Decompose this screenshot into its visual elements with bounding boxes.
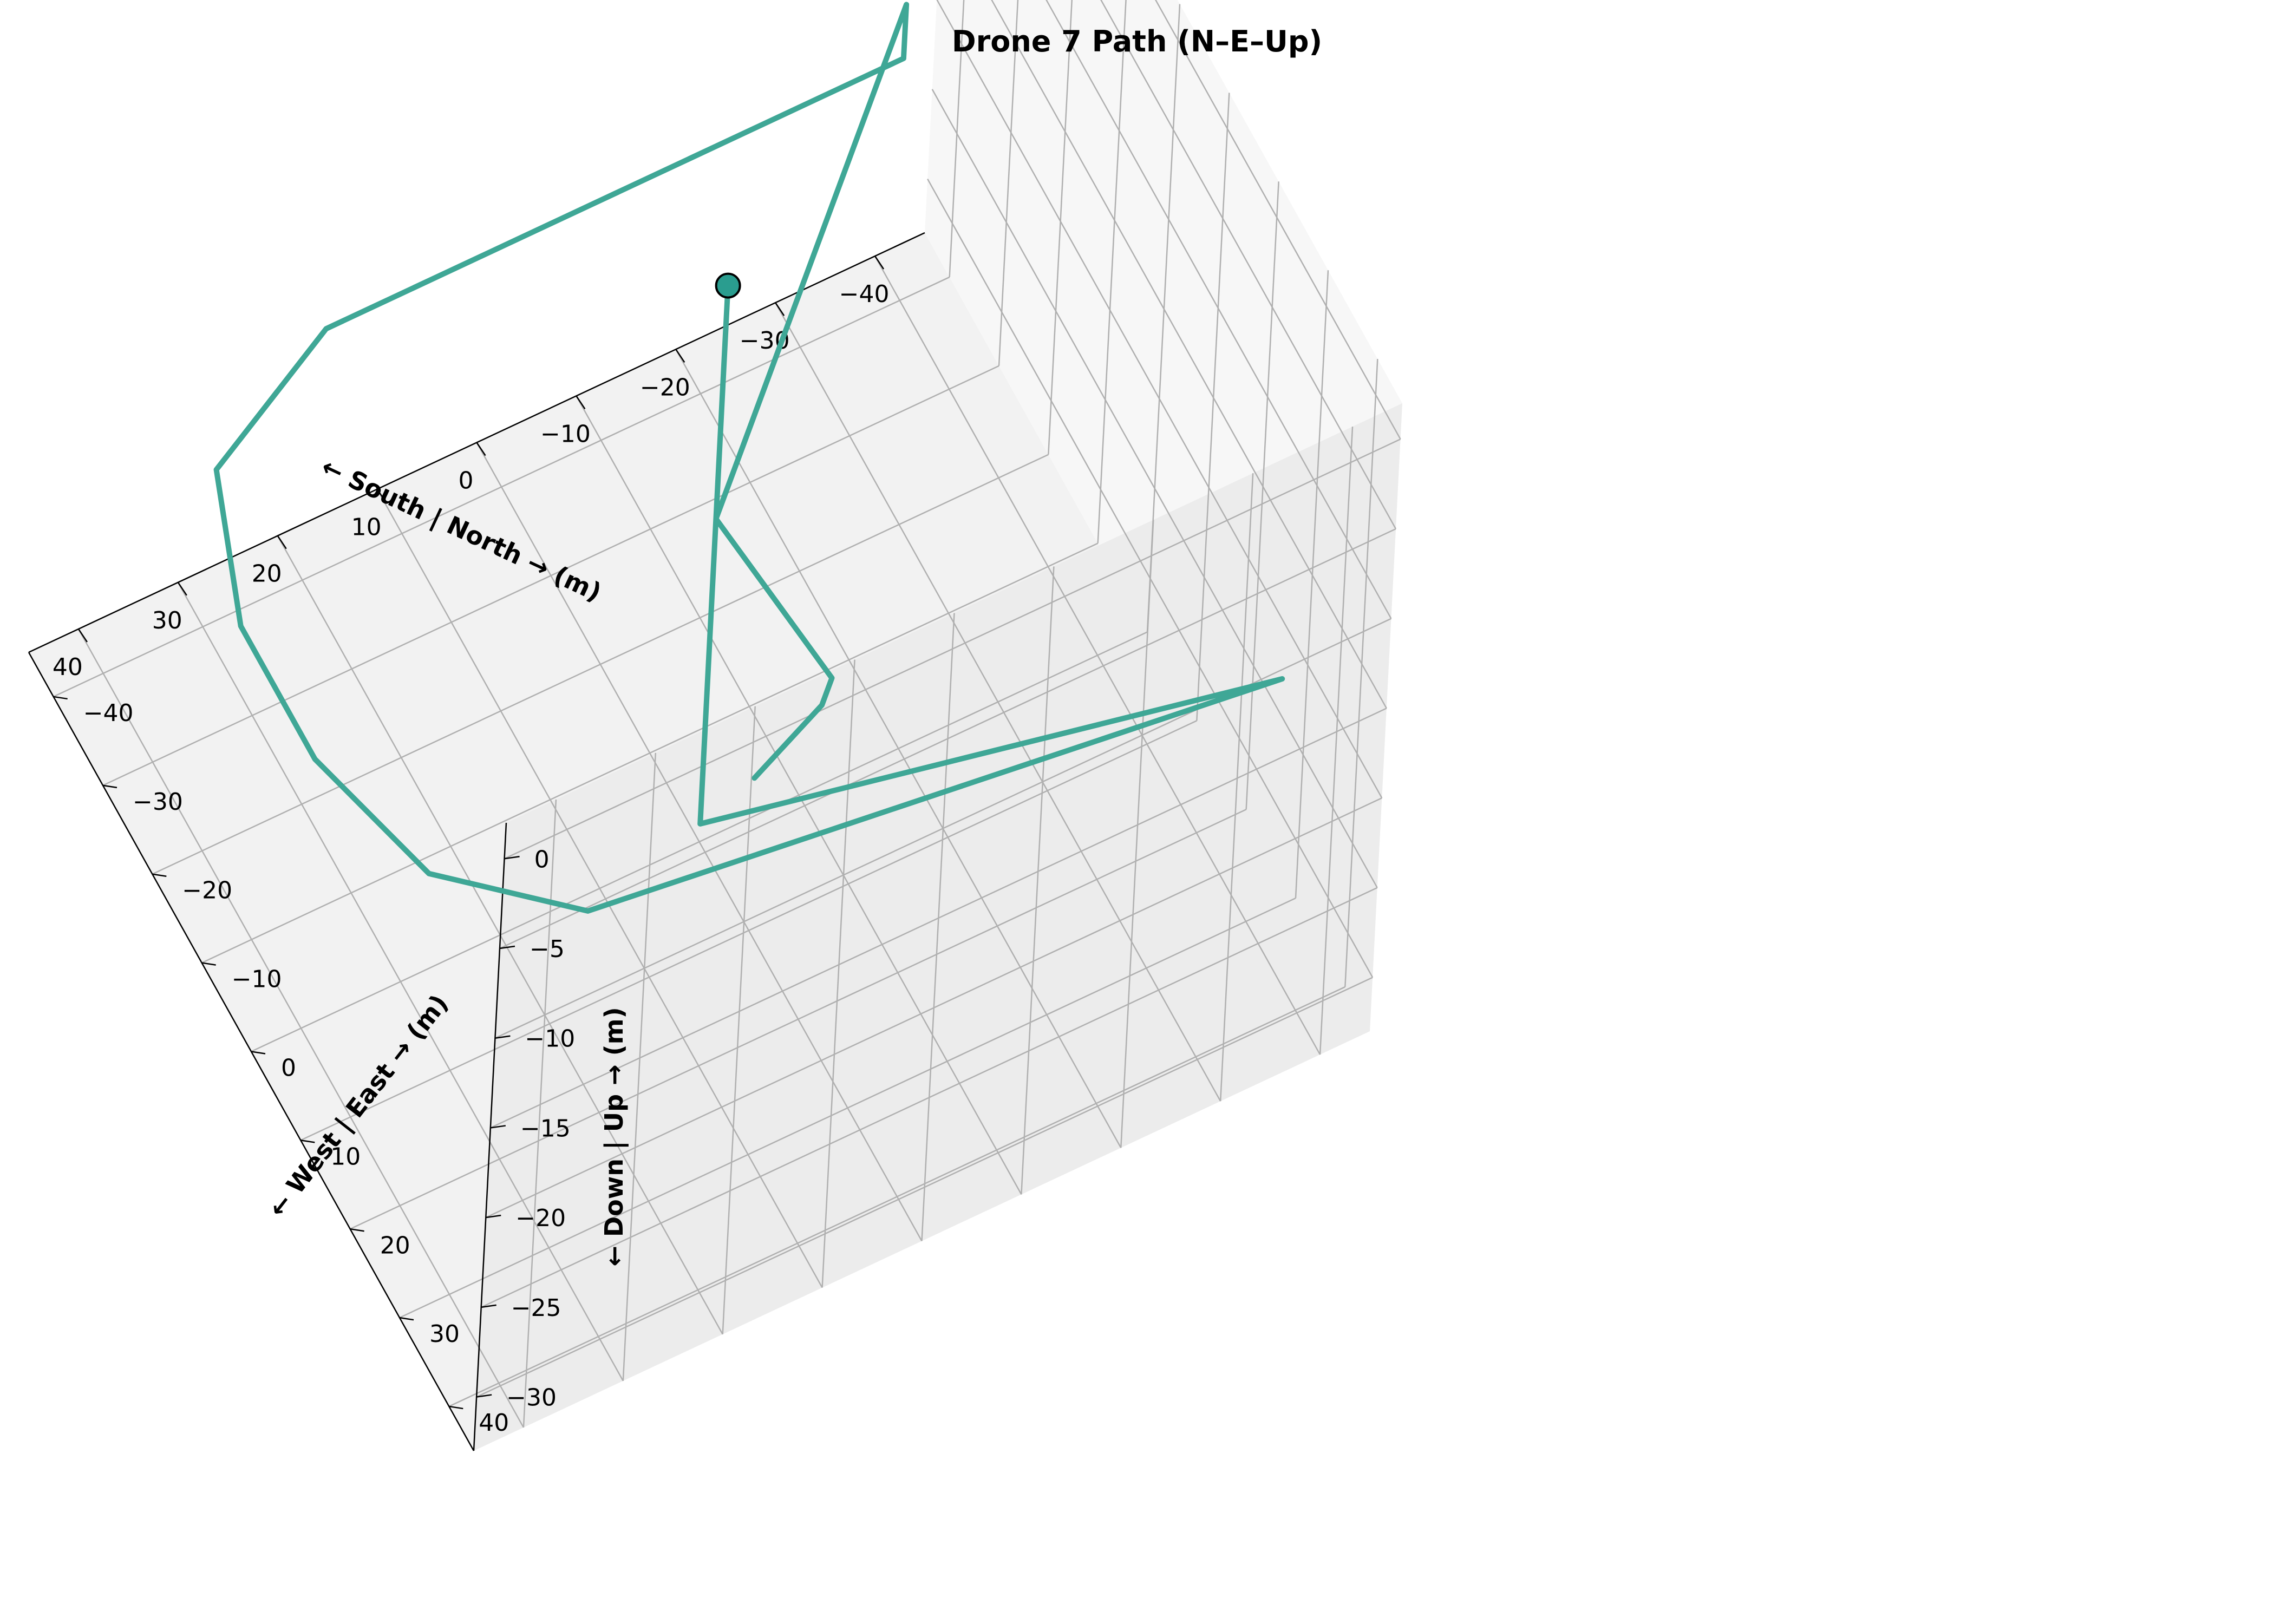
y-tick-mark (53, 696, 68, 700)
z-tick-label: −15 (520, 1115, 571, 1142)
grid-line-z-left (931, 89, 1378, 888)
x-tick-label: 30 (152, 607, 182, 634)
grid-line-x-back (622, 752, 657, 1381)
x-tick-label: −10 (540, 420, 591, 448)
grid-line-y-left (1196, 93, 1230, 721)
y-tick-mark (350, 1228, 364, 1232)
z-tick-label: −25 (511, 1294, 561, 1322)
grid-line-y-floor (102, 365, 999, 786)
x-tick-label: 0 (459, 467, 474, 495)
x-tick-mark (675, 349, 685, 363)
y-tick-label: −40 (83, 699, 134, 727)
start-marker (715, 272, 741, 299)
x-tick-label: 20 (252, 560, 282, 588)
grid-line-z-back (490, 708, 1387, 1129)
grid-line-z-back (476, 977, 1373, 1398)
grid-line-z-back (499, 528, 1396, 949)
grid-line-y-left (1245, 181, 1279, 810)
tick-labels: −40−30−20−10010203040−40−30−20−100102030… (53, 280, 890, 1437)
y-tick-label: 30 (429, 1320, 460, 1348)
grid-line-y-left (1097, 0, 1127, 543)
z-tick-mark (476, 1394, 492, 1398)
x-tick-mark (177, 582, 187, 596)
y-tick-label: −10 (232, 966, 282, 993)
grid-line-z-left (936, 0, 1383, 798)
y-tick-label: 10 (330, 1143, 361, 1170)
z-tick-label: 0 (534, 846, 550, 873)
z-axis-line (473, 822, 507, 1451)
z-tick-mark (504, 856, 520, 860)
y-tick-mark (201, 962, 216, 966)
y-tick-mark (152, 873, 167, 877)
axis-panes (29, 0, 1402, 1451)
y-tick-label: 40 (479, 1409, 509, 1437)
grid-line-y-floor (300, 720, 1197, 1141)
y-tick-mark (449, 1405, 463, 1410)
x-tick-mark (874, 256, 885, 270)
grid-line-y-left (1048, 0, 1073, 455)
x-tick-mark (476, 442, 486, 456)
z-tick-mark (495, 1035, 511, 1039)
y-tick-mark (300, 1140, 315, 1143)
grid-line-x-back (821, 659, 855, 1288)
z-tick-mark (499, 945, 515, 949)
x-tick-label: −40 (839, 280, 890, 308)
x-tick-mark (576, 395, 586, 410)
grid-lines (53, 0, 1401, 1428)
grid-line-y-left (949, 0, 965, 278)
grid-line-z-left (927, 178, 1374, 978)
x-tick-label: 10 (351, 514, 382, 541)
flight-path-series (213, 2, 1285, 914)
y-tick-mark (399, 1317, 414, 1321)
grid-line-y-floor (251, 631, 1148, 1052)
z-tick-label: −20 (515, 1204, 566, 1232)
z-tick-label: −10 (525, 1025, 575, 1053)
grid-line-y-floor (399, 898, 1296, 1319)
grid-line-x-back (1219, 473, 1254, 1102)
y-tick-label: 0 (281, 1055, 296, 1082)
grid-line-z-left (991, 0, 1387, 709)
grid-line-y-left (1344, 358, 1378, 987)
y-tick-mark (251, 1051, 266, 1055)
grid-line-y-floor (448, 986, 1345, 1407)
x-tick-mark (77, 628, 88, 643)
y-tick-mark (102, 784, 117, 789)
grid-line-z-left (1045, 0, 1392, 619)
grid-line-z-back (481, 887, 1378, 1308)
grid-line-x-back (921, 613, 955, 1241)
z-tick-label: −5 (530, 935, 565, 963)
x-tick-label: −20 (640, 374, 690, 401)
x-tick-label: 40 (53, 653, 83, 681)
grid-line-z-back (485, 797, 1382, 1219)
grid-line-y-floor (152, 454, 1049, 875)
y-tick-label: 20 (380, 1232, 410, 1259)
grid-line-y-left (1146, 4, 1181, 632)
flight-path-line (213, 2, 1285, 914)
x-tick-mark (376, 488, 387, 503)
grid-line-y-floor (53, 276, 950, 698)
grid-line-y-floor (350, 809, 1247, 1230)
axis-lines (28, 232, 925, 1451)
grid-line-y-left (998, 0, 1019, 366)
grid-line-x-back (1021, 566, 1055, 1195)
grid-line-z-left (1155, 0, 1401, 440)
grid-line-y-left (1295, 270, 1329, 899)
x-tick-mark (775, 302, 785, 316)
grid-line-x-back (1319, 426, 1354, 1055)
y-tick-label: −30 (133, 788, 183, 816)
grid-line-y-floor (201, 542, 1099, 964)
x-tick-mark (277, 535, 287, 549)
z-tick-mark (490, 1125, 506, 1129)
y-tick-label: −20 (182, 877, 232, 905)
z-tick-mark (486, 1214, 501, 1219)
z-axis-label: ← Down | Up → (m) (599, 1007, 629, 1266)
z-tick-label: −30 (506, 1384, 557, 1412)
grid-line-z-back (504, 438, 1401, 860)
z-tick-mark (481, 1304, 496, 1308)
grid-line-z-left (1100, 0, 1397, 529)
chart-title: Drone 7 Path (N–E–Up) (952, 24, 1322, 58)
